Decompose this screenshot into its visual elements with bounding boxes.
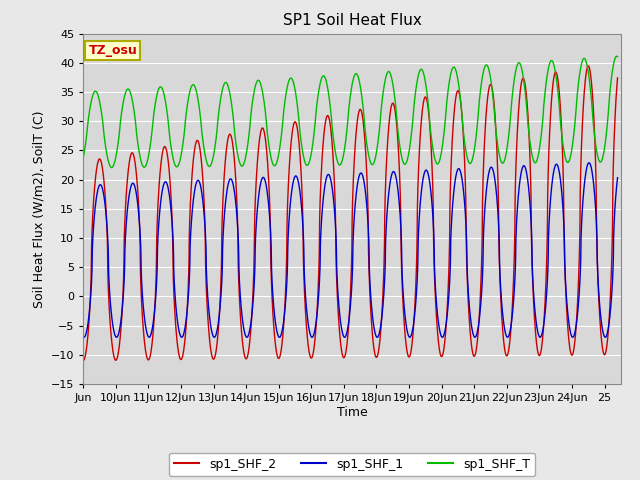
sp1_SHF_T: [427, 130, 435, 136]
sp1_SHF_2: [584, 63, 592, 69]
Line: sp1_SHF_1: sp1_SHF_1: [83, 163, 618, 337]
sp1_SHF_2: [177, 356, 184, 362]
sp1_SHF_1: [585, 160, 593, 166]
sp1_SHF_1: [400, 299, 408, 305]
X-axis label: Time: Time: [337, 406, 367, 419]
sp1_SHF_1: [519, 164, 527, 170]
sp1_SHF_1: [308, 335, 316, 340]
sp1_SHF_2: [478, 249, 486, 254]
sp1_SHF_T: [519, 70, 527, 76]
sp1_SHF_1: [79, 334, 87, 340]
Y-axis label: Soil Heat Flux (W/m2), SoilT (C): Soil Heat Flux (W/m2), SoilT (C): [32, 110, 45, 308]
sp1_SHF_2: [614, 75, 621, 81]
Line: sp1_SHF_T: sp1_SHF_T: [83, 56, 618, 168]
sp1_SHF_1: [614, 175, 621, 180]
sp1_SHF_1: [478, 283, 486, 288]
sp1_SHF_2: [400, 312, 408, 317]
sp1_SHF_1: [177, 333, 184, 338]
sp1_SHF_1: [284, 267, 291, 273]
sp1_SHF_T: [177, 156, 184, 162]
Legend: sp1_SHF_2, sp1_SHF_1, sp1_SHF_T: sp1_SHF_2, sp1_SHF_1, sp1_SHF_T: [169, 453, 535, 476]
sp1_SHF_T: [79, 155, 87, 161]
sp1_SHF_T: [108, 165, 115, 170]
Text: TZ_osu: TZ_osu: [88, 44, 138, 57]
sp1_SHF_2: [427, 137, 435, 143]
sp1_SHF_T: [613, 53, 621, 59]
sp1_SHF_T: [400, 160, 408, 166]
sp1_SHF_T: [284, 83, 291, 89]
sp1_SHF_2: [79, 358, 87, 363]
sp1_SHF_T: [614, 54, 621, 60]
sp1_SHF_2: [518, 76, 526, 82]
Line: sp1_SHF_2: sp1_SHF_2: [83, 66, 618, 360]
sp1_SHF_1: [427, 188, 435, 194]
Title: SP1 Soil Heat Flux: SP1 Soil Heat Flux: [283, 13, 421, 28]
sp1_SHF_2: [284, 208, 291, 214]
sp1_SHF_T: [478, 76, 486, 82]
